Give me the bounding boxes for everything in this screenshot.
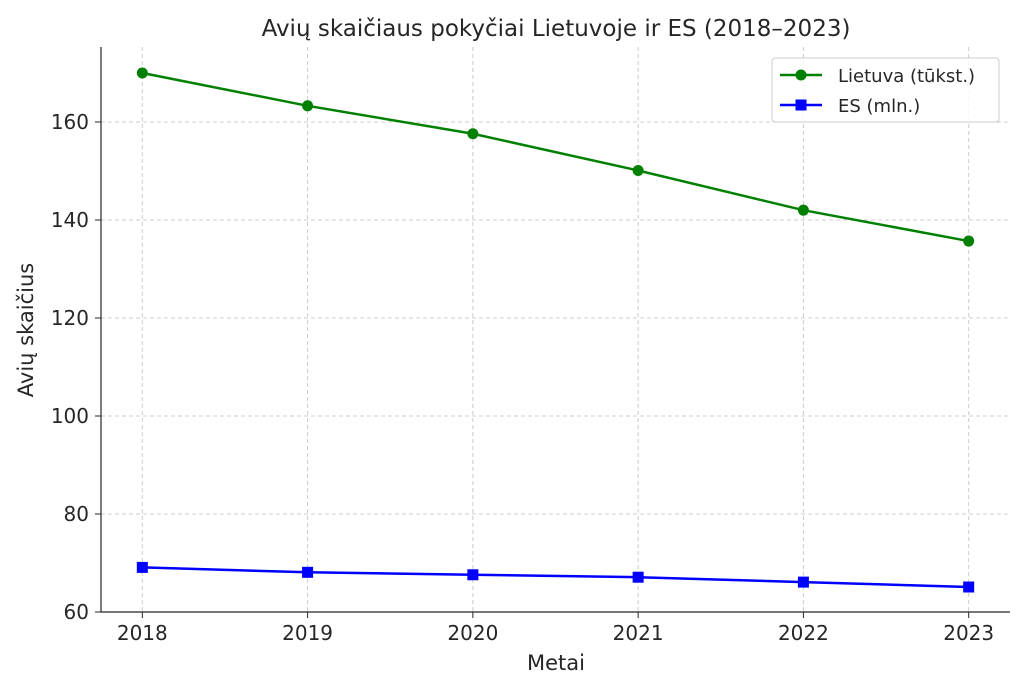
y-tick-label: 160 [51, 110, 89, 134]
data-point [136, 561, 148, 573]
y-tick-label: 80 [64, 502, 89, 526]
x-tick-label: 2021 [613, 621, 664, 645]
y-tick-label: 60 [64, 600, 89, 624]
data-point [963, 235, 975, 247]
y-tick-label: 100 [51, 404, 89, 428]
x-tick-label: 2023 [943, 621, 994, 645]
data-point [632, 571, 644, 583]
legend-box [771, 57, 1000, 123]
x-tick-label: 2020 [447, 621, 498, 645]
data-point [467, 128, 479, 140]
legend-marker-lietuva [795, 69, 807, 81]
series-line-0 [142, 71, 969, 243]
data-point [467, 569, 479, 581]
grid [101, 47, 1010, 613]
x-axis-label: Metai [527, 651, 585, 675]
legend-label-lietuva: Lietuva (tūkst.) [838, 66, 975, 87]
legend-marker-es [795, 99, 807, 111]
chart-title: Avių skaičiaus pokyčiai Lietuvoje ir ES … [262, 16, 851, 42]
x-tick-label: 2022 [778, 621, 829, 645]
axes: 2018 2019 2020 2021 2022 2023 60 80 100 120 140 160 [51, 47, 1010, 645]
data-point [797, 576, 809, 588]
x-tick-label: 2018 [117, 621, 168, 645]
data-point [302, 100, 314, 112]
legend-label-es: ES (mln.) [838, 96, 920, 117]
y-axis-label: Avių skaičius [14, 263, 38, 397]
series-layer [136, 67, 975, 593]
series-line-1 [142, 566, 969, 589]
data-point [963, 581, 975, 593]
y-tick-label: 120 [51, 306, 89, 330]
data-point [302, 566, 314, 578]
data-point [797, 204, 809, 216]
data-point [632, 164, 644, 176]
y-tick-label: 140 [51, 208, 89, 232]
data-point [136, 67, 148, 79]
x-tick-label: 2019 [282, 621, 333, 645]
legend: Lietuva (tūkst.) ES (mln.) [771, 57, 1000, 123]
